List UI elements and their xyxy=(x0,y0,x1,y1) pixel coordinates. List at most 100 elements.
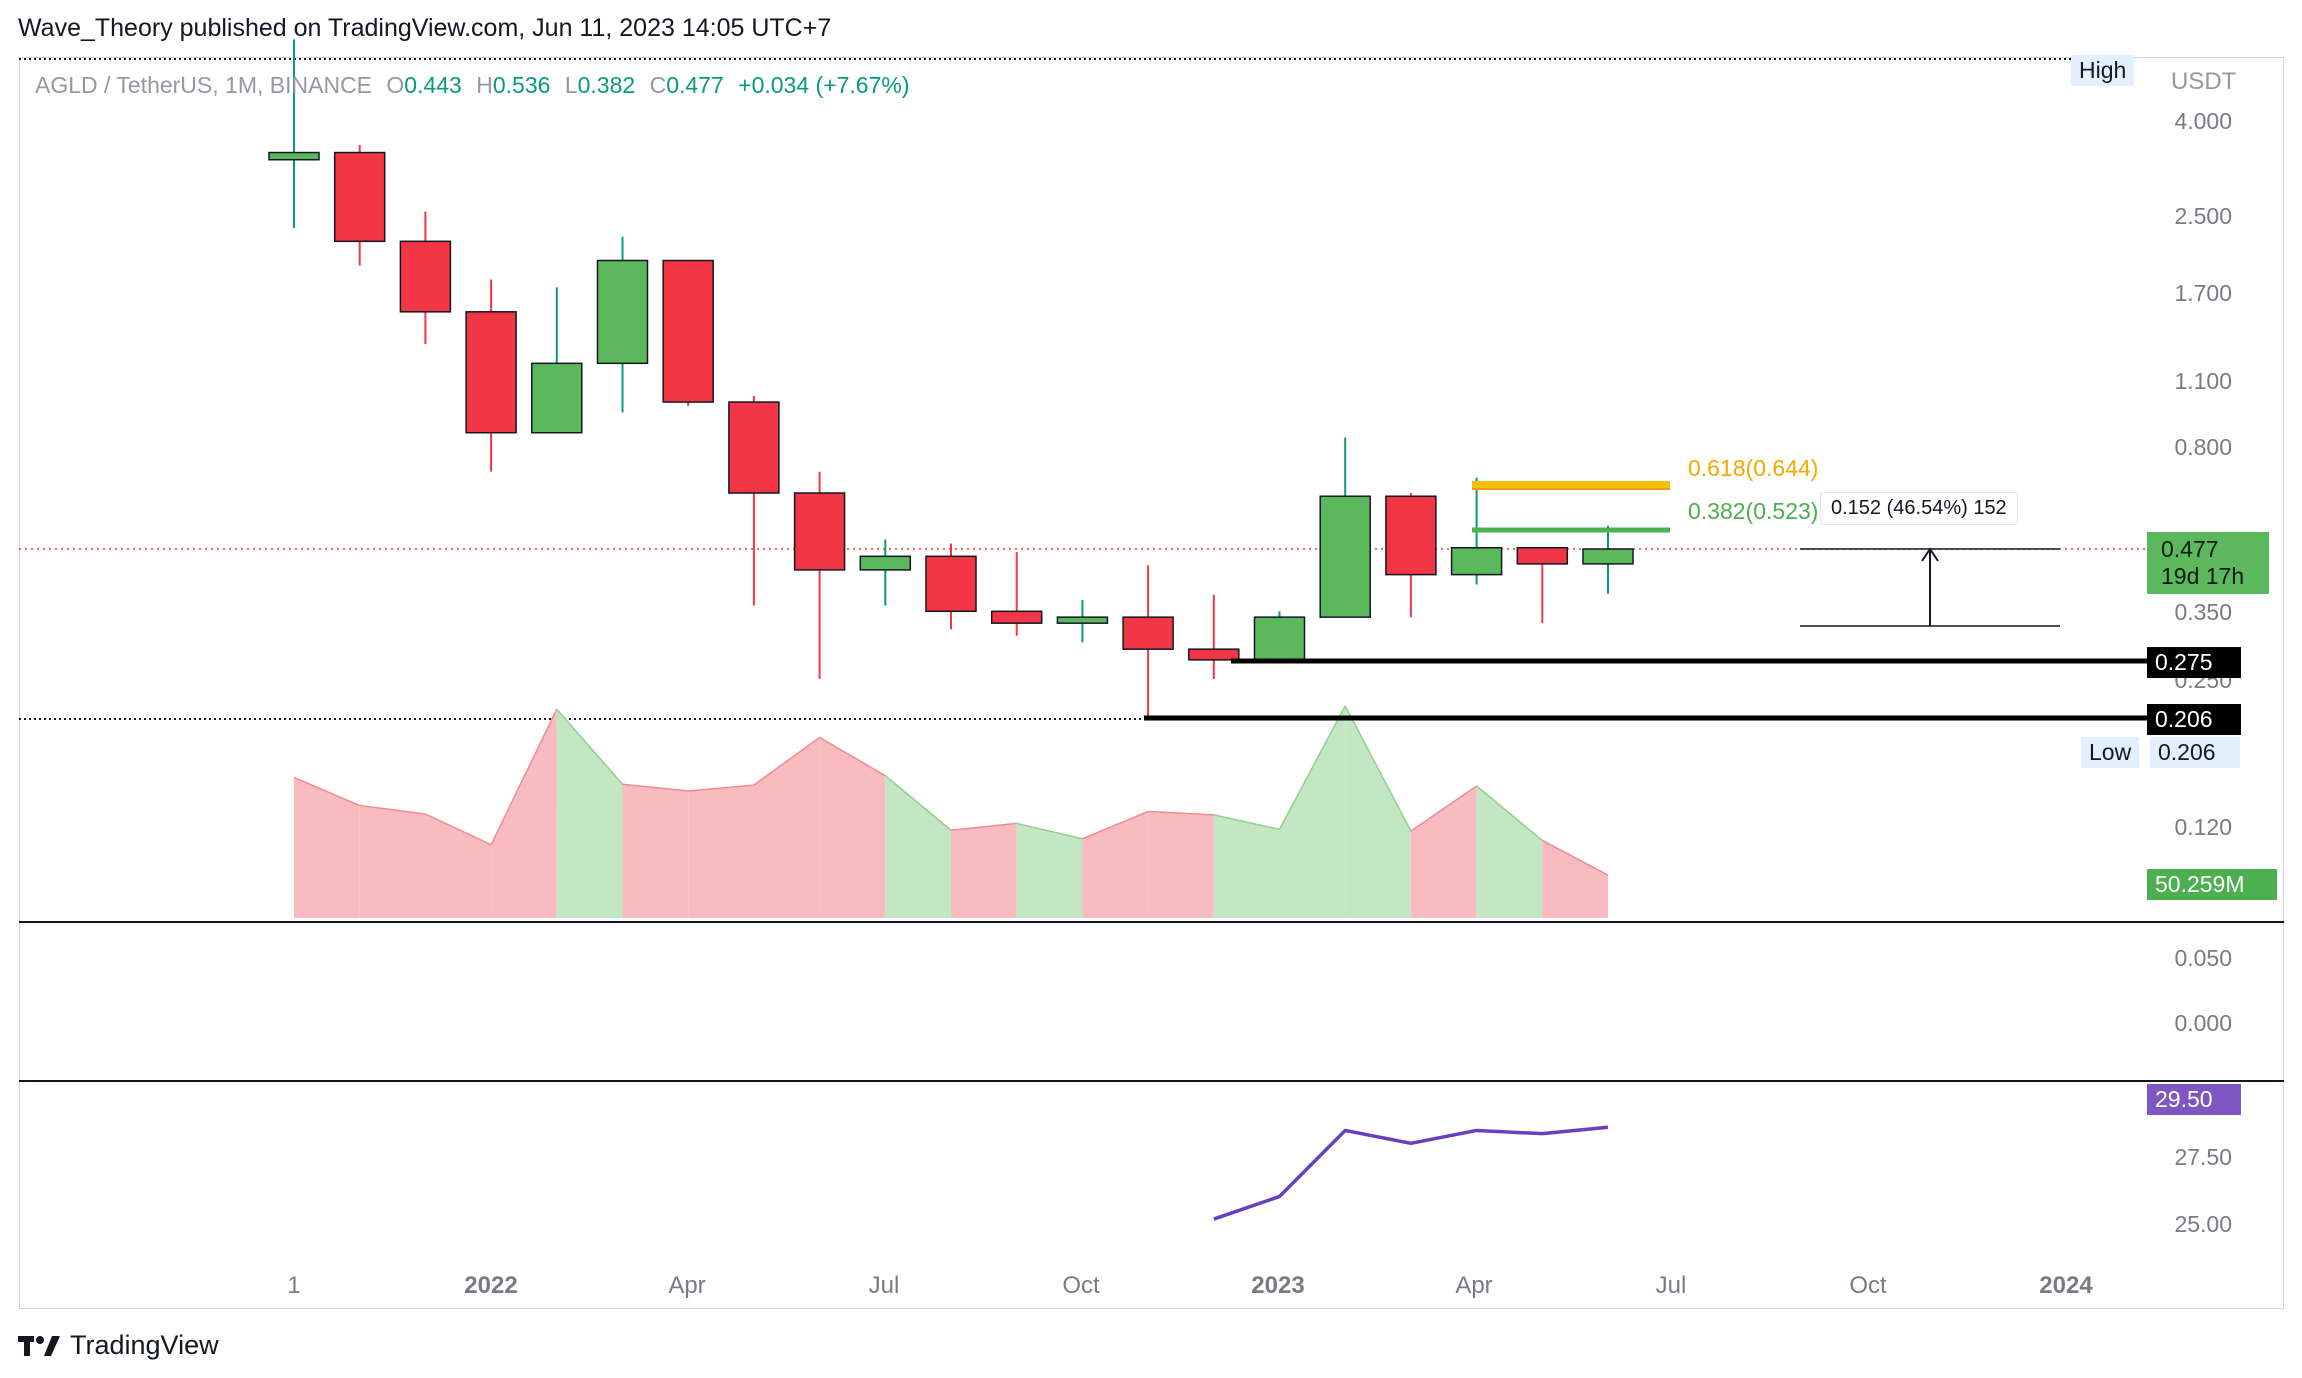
rsi-line xyxy=(1213,1125,1609,1221)
support-275-tag: 0.275 xyxy=(2147,647,2241,678)
volume-edge xyxy=(622,783,689,792)
volume-edge xyxy=(688,784,754,792)
volume-edge xyxy=(490,708,558,846)
volume-edge xyxy=(1213,814,1280,831)
price-tick-label: 0.050 xyxy=(2174,945,2232,971)
volume-edge xyxy=(293,776,360,807)
rsi-value-tag: 29.50 xyxy=(2147,1084,2241,1115)
volume-segment xyxy=(1016,823,1083,918)
volume-segment xyxy=(1345,705,1411,918)
candle-body[interactable] xyxy=(1188,648,1240,661)
high-marker-label: High xyxy=(2071,55,2135,86)
close-value: 0.477 xyxy=(666,72,724,98)
high-label: H xyxy=(476,72,493,98)
close-label: C xyxy=(649,72,667,98)
volume-segment xyxy=(1410,785,1477,918)
volume-area-series xyxy=(293,705,1609,918)
high-value: 0.536 xyxy=(492,72,551,98)
volume-segment xyxy=(1082,811,1149,918)
volume-edge xyxy=(425,813,492,846)
time-tick-label: 2024 xyxy=(2039,1272,2093,1299)
candle-body[interactable] xyxy=(1516,546,1569,565)
time-tick-label: 2022 xyxy=(464,1272,517,1299)
price-tick-label: 4.000 xyxy=(2174,108,2232,134)
volume-edge xyxy=(884,775,952,831)
volume-value-tag: 50.259M xyxy=(2147,869,2277,900)
tradingview-wordmark: TradingView xyxy=(70,1330,219,1360)
volume-edge xyxy=(1541,839,1609,876)
change-value: +0.034 (+7.67%) xyxy=(738,72,910,98)
candle-body[interactable] xyxy=(859,555,912,571)
volume-edge xyxy=(950,822,1017,831)
measure-arrow-head xyxy=(1921,547,1939,562)
volume-segment xyxy=(1148,811,1214,918)
candle-body[interactable] xyxy=(596,259,649,365)
volume-segment xyxy=(359,805,426,918)
price-tick-label: 0.000 xyxy=(2174,1010,2232,1036)
candle-body[interactable] xyxy=(1122,616,1174,650)
support-206-tag: 0.206 xyxy=(2147,704,2241,735)
candle-body[interactable] xyxy=(399,240,452,313)
volume-segment xyxy=(556,709,623,918)
fib-618-label[interactable]: 0.618(0.644) xyxy=(1688,455,1819,481)
price-tick-label: 0.120 xyxy=(2174,814,2232,840)
volume-segment xyxy=(622,784,689,918)
volume-edge xyxy=(1278,705,1346,830)
chart-frame xyxy=(19,57,2284,1309)
volume-segment xyxy=(491,709,557,918)
currency-label[interactable]: USDT xyxy=(2171,68,2237,95)
candle-body[interactable] xyxy=(662,259,714,403)
low-marker-label: Low xyxy=(2081,737,2140,768)
volume-edge xyxy=(1410,785,1478,832)
time-tick-label: 1 xyxy=(287,1272,300,1299)
candlestick-series xyxy=(268,39,1634,718)
volume-edge xyxy=(556,708,624,785)
volume-segment xyxy=(294,777,360,918)
candle-body[interactable] xyxy=(1319,495,1371,618)
candle-body[interactable] xyxy=(531,362,583,434)
price-tick-label: 25.00 xyxy=(2174,1211,2232,1237)
fib-382-label[interactable]: 0.382(0.523) xyxy=(1688,498,1819,524)
publisher-line: Wave_Theory published on TradingView.com… xyxy=(18,14,832,42)
candle-body[interactable] xyxy=(990,610,1043,624)
symbol-label[interactable]: AGLD / TetherUS, 1M, BINANCE xyxy=(35,72,373,98)
low-marker-value: 0.206 xyxy=(2150,737,2240,768)
volume-edge xyxy=(1476,785,1543,842)
volume-segment xyxy=(1213,814,1280,918)
volume-edge xyxy=(1344,705,1412,832)
price-tick-label: 27.50 xyxy=(2174,1144,2232,1170)
fib-618-band[interactable] xyxy=(1472,481,1670,489)
time-tick-label: Oct xyxy=(1062,1272,1100,1299)
time-tick-label: 2023 xyxy=(1251,1272,1304,1299)
price-axis-ticks: 4.0002.5001.7001.1000.8000.3500.2500.120… xyxy=(2174,108,2232,1237)
tradingview-logo-icon xyxy=(18,1335,60,1356)
candle-body[interactable] xyxy=(333,151,386,243)
volume-edge xyxy=(1148,810,1214,816)
time-axis-ticks: 1 2022 Apr Jul Oct 2023 Apr Jul Oct 2024 xyxy=(287,1272,2093,1299)
tradingview-logo[interactable]: TradingView xyxy=(18,1330,219,1361)
candle-body[interactable] xyxy=(1385,495,1437,576)
candle-body[interactable] xyxy=(728,401,780,494)
candle-body[interactable] xyxy=(1582,548,1634,565)
price-tick-label: 0.800 xyxy=(2174,434,2232,460)
time-tick-label: Jul xyxy=(1656,1272,1687,1299)
candle-body[interactable] xyxy=(1253,616,1306,661)
candle-body[interactable] xyxy=(1056,616,1109,624)
volume-segment xyxy=(885,775,951,918)
time-tick-label: Oct xyxy=(1849,1272,1887,1299)
candle-body[interactable] xyxy=(268,151,320,161)
price-tick-label: 2.500 xyxy=(2174,203,2232,229)
volume-edge xyxy=(1082,810,1149,840)
volume-edge xyxy=(1016,822,1083,840)
current-price-tag: 0.477 19d 17h xyxy=(2147,532,2269,594)
time-tick-label: Apr xyxy=(1455,1272,1492,1299)
ohlc-legend: AGLD / TetherUS, 1M, BINANCE O0.443 H0.5… xyxy=(35,72,910,99)
volume-edge xyxy=(753,736,821,786)
candle-body[interactable] xyxy=(793,492,846,571)
candle-body[interactable] xyxy=(925,555,977,613)
candle-body[interactable] xyxy=(1450,546,1503,576)
candle-body[interactable] xyxy=(465,311,517,434)
measure-label[interactable]: 0.152 (46.54%) 152 xyxy=(1820,492,2018,525)
price-tick-label: 1.100 xyxy=(2174,368,2232,394)
